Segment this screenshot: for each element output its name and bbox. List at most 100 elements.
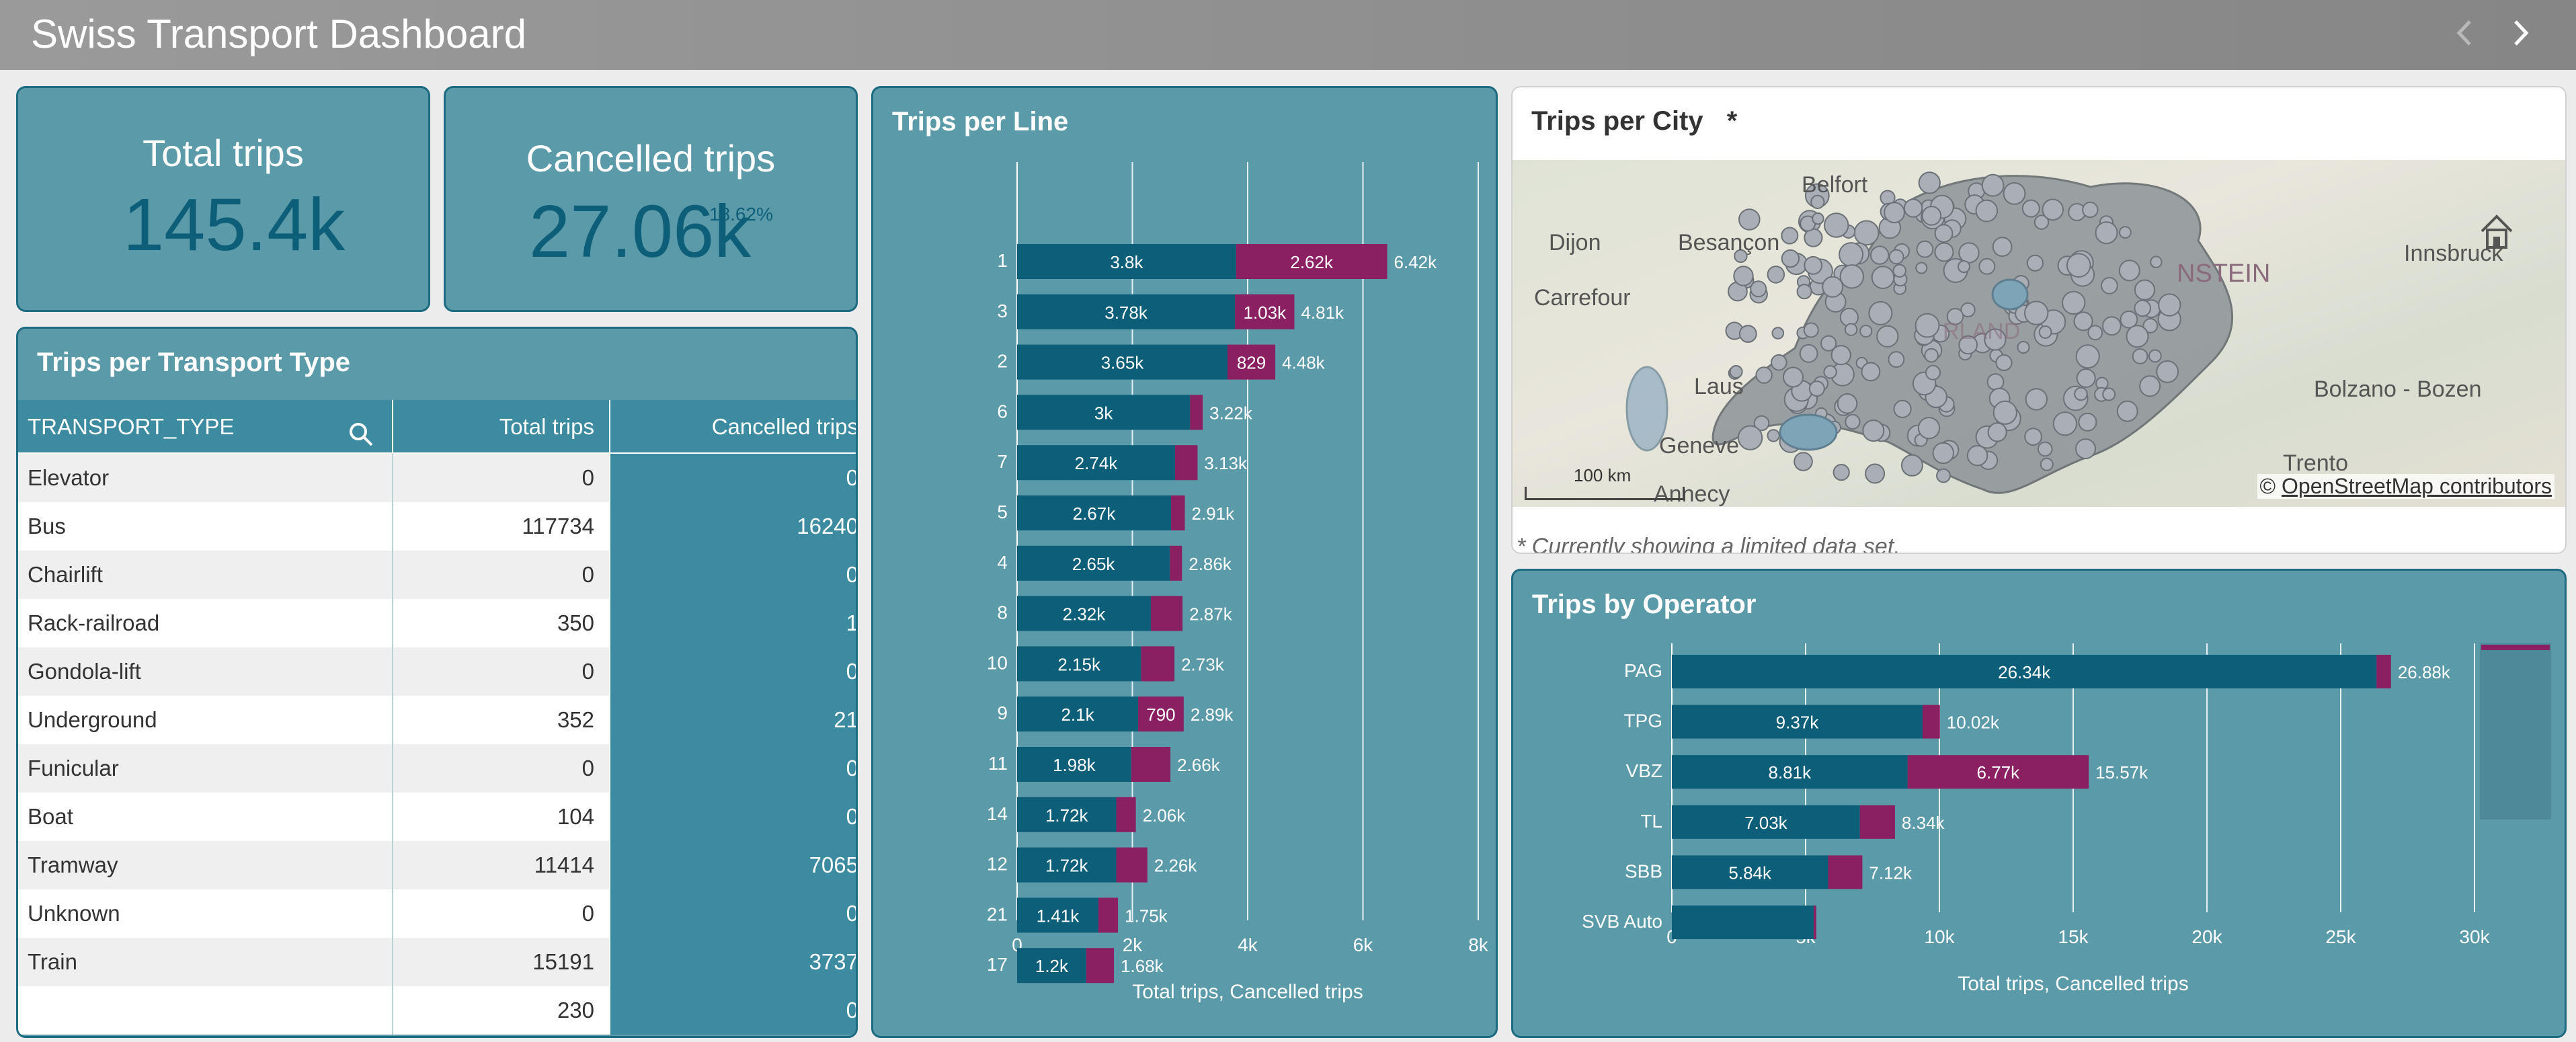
map-marker [1822,276,1844,298]
table-row[interactable]: Chairlift 0 0 [18,551,856,599]
data-label-sum: 10.02k [1947,713,2000,733]
map-marker [2017,341,2030,354]
bar-total-trips [1017,344,1227,380]
cell-total-trips: 0 [392,744,609,793]
map-marker [2040,457,2054,471]
kpi-cancelled-trips[interactable]: Cancelled trips 27.06k 18.62% [444,86,858,312]
map-marker [1781,227,1799,245]
map-marker [1934,242,1954,262]
map-view[interactable]: Belfort Dijon Besançon Carrefour Innsbru… [1513,160,2565,507]
data-label-total: 2.1k [1061,705,1094,725]
bar-cancelled-trips [1190,395,1203,430]
table-row[interactable]: Underground 352 21 [18,696,856,744]
trips-per-city-panel: Trips per City * Belfort Dijon Besançon … [1511,86,2567,554]
map-marker [1767,266,1785,284]
data-label-total: 2.32k [1063,604,1106,625]
bar-total-trips [1017,797,1117,832]
bar-cancelled-trips [1859,805,1895,839]
home-icon[interactable] [2477,211,2517,255]
table-row[interactable]: Elevator 0 0 [18,454,856,502]
trips-by-operator-panel: Trips by Operator 05k10k15k20k25k30kTota… [1511,569,2567,1038]
map-marker [2076,368,2096,388]
table-row[interactable]: Boat 104 0 [18,793,856,841]
transport-type-title: Trips per Transport Type [37,348,351,377]
map-marker [1934,224,1954,243]
map-marker [1868,300,1893,325]
bar-cancelled-trips [1236,244,1387,279]
bar-total-trips [1017,545,1170,581]
category-label: 9 [997,703,1008,723]
map-attribution: © OpenStreetMap contributors [2257,474,2554,499]
map-marker [2052,411,2078,436]
cell-transport-type [18,986,392,1035]
bar-total-trips [1017,646,1141,682]
map-marker [1921,206,1942,226]
chart-scroll-thumb [2481,645,2550,650]
map-marker [2024,428,2042,446]
cell-cancelled-trips: 1 [609,599,856,647]
data-label-total: 5.84k [1728,863,1772,883]
map-marker [1808,380,1825,397]
map-marker [1915,313,1940,338]
bar-total-trips [1017,244,1236,279]
table-row[interactable]: Unknown 0 0 [18,889,856,938]
map-marker [1975,199,1999,223]
map-marker [1853,220,1880,246]
openstreetmap-link[interactable]: OpenStreetMap contributors [2282,474,2552,498]
bar-total-trips [1672,805,1860,839]
trips-per-city-title: Trips per City * [1531,106,1737,136]
bar-total-trips [1017,445,1175,481]
table-row[interactable]: Train 15191 3737 [18,938,856,986]
data-label-total: 8.81k [1769,762,1812,783]
category-label: 5 [997,502,1008,522]
chevron-right-icon[interactable] [2507,16,2534,58]
category-label: TPG [1623,711,1662,731]
data-label-cancelled: 829 [1237,353,1266,373]
table-row[interactable]: Tramway 11414 7065 [18,841,856,889]
trips-by-operator-chart[interactable]: 05k10k15k20k25k30kTotal trips, Cancelled… [1513,571,2565,1036]
map-marker [1794,452,1813,471]
chart-scroll-area [2480,643,2551,819]
table-row[interactable]: 230 0 [18,986,856,1035]
bar-cancelled-trips [1138,696,1184,732]
cell-total-trips: 104 [392,793,609,841]
map-marker [1755,366,1773,384]
table-row[interactable]: Rack-railroad 350 1 [18,599,856,647]
kpi-total-trips[interactable]: Total trips 145.4k [16,86,430,312]
data-label-sum: 2.87k [1189,604,1233,625]
cell-total-trips: 0 [392,647,609,696]
map-label-switzerland: RLAND [1943,319,2021,344]
map-marker [1958,260,1970,274]
map-marker [2102,316,2122,336]
column-header-total-trips[interactable]: Total trips [392,400,609,454]
data-label-cancelled: 790 [1146,705,1175,725]
map-marker [1876,325,1899,348]
map-marker [1958,335,1978,355]
search-icon[interactable] [348,413,374,446]
map-marker [1833,464,1850,481]
map-marker [1733,266,1754,286]
cell-transport-type: Rack-railroad [18,599,392,647]
data-label-total: 3.8k [1110,252,1143,272]
bar-cancelled-trips [1227,344,1276,380]
bar-total-trips [1017,696,1139,732]
map-canvas [1625,171,2234,494]
column-header-cancelled-trips[interactable]: Cancelled trips [609,400,856,454]
cell-cancelled-trips: 16240 [609,502,856,551]
chevron-left-icon[interactable] [2451,16,2478,58]
map-marker [2139,375,2161,397]
map-marker [1918,171,1941,194]
trips-by-operator-title: Trips by Operator [1532,590,1757,619]
table-row[interactable]: Funicular 0 0 [18,744,856,793]
data-label-total: 2.15k [1057,654,1101,674]
map-marker [1812,212,1824,225]
category-label: TL [1640,811,1662,832]
table-row[interactable]: Gondola-lift 0 0 [18,647,856,696]
column-header-transport-type[interactable]: TRANSPORT_TYPE [18,400,392,454]
table-row[interactable]: Bus 117734 16240 [18,502,856,551]
map-marker [2078,412,2097,432]
data-label-total: 1.2k [1035,956,1069,976]
map-marker [1820,335,1837,352]
cell-transport-type: Elevator [18,454,392,502]
